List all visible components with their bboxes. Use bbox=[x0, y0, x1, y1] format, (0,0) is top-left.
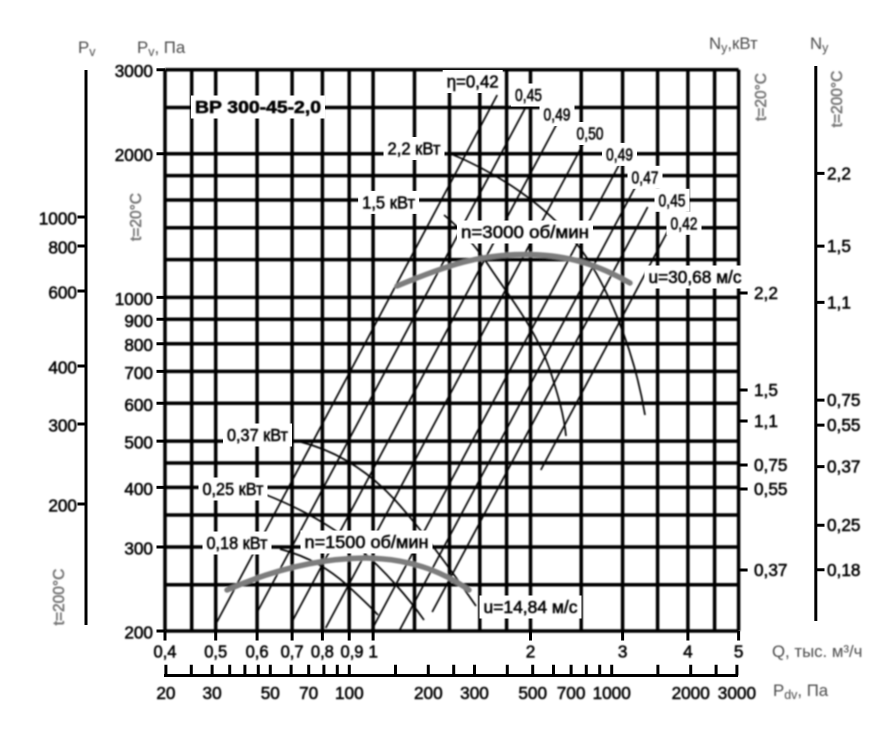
svg-text:2: 2 bbox=[526, 642, 536, 662]
svg-text:2000: 2000 bbox=[115, 145, 153, 165]
svg-text:0,55: 0,55 bbox=[754, 479, 787, 499]
svg-text:Ny,кВт: Ny,кВт bbox=[709, 34, 758, 55]
svg-text:700: 700 bbox=[124, 363, 153, 383]
svg-text:0,7: 0,7 bbox=[281, 642, 304, 662]
svg-text:0,6: 0,6 bbox=[246, 642, 269, 662]
svg-text:ВР 300-45-2,0: ВР 300-45-2,0 bbox=[195, 97, 321, 117]
svg-text:800: 800 bbox=[124, 335, 153, 355]
svg-text:0,75: 0,75 bbox=[827, 390, 860, 410]
svg-text:0,37 кВт: 0,37 кВт bbox=[227, 425, 288, 445]
svg-text:300: 300 bbox=[460, 683, 489, 703]
svg-text:500: 500 bbox=[124, 433, 153, 453]
svg-text:2,2: 2,2 bbox=[827, 163, 851, 183]
svg-text:300: 300 bbox=[48, 416, 77, 436]
svg-text:2,2: 2,2 bbox=[754, 283, 778, 303]
svg-text:2,2 кВт: 2,2 кВт bbox=[388, 139, 441, 159]
svg-text:500: 500 bbox=[518, 683, 547, 703]
svg-text:1,1: 1,1 bbox=[754, 411, 778, 431]
svg-text:0,37: 0,37 bbox=[754, 560, 787, 580]
svg-text:n=3000 об/мин: n=3000 об/мин bbox=[461, 222, 589, 242]
svg-text:3000: 3000 bbox=[718, 683, 756, 703]
svg-text:1,1: 1,1 bbox=[827, 292, 851, 312]
svg-text:0,45: 0,45 bbox=[659, 190, 686, 210]
svg-text:900: 900 bbox=[124, 311, 153, 331]
svg-text:0,5: 0,5 bbox=[204, 642, 227, 662]
svg-text:5: 5 bbox=[734, 642, 744, 662]
svg-text:30: 30 bbox=[203, 683, 222, 703]
svg-text:n=1500 об/мин: n=1500 об/мин bbox=[305, 532, 429, 552]
svg-text:700: 700 bbox=[557, 683, 586, 703]
svg-text:200: 200 bbox=[124, 623, 153, 643]
svg-text:20: 20 bbox=[156, 683, 175, 703]
svg-text:1,5: 1,5 bbox=[754, 380, 778, 400]
svg-text:0,75: 0,75 bbox=[754, 455, 787, 475]
svg-text:1,5 кВт: 1,5 кВт bbox=[362, 192, 415, 212]
svg-text:0,4: 0,4 bbox=[154, 642, 177, 662]
svg-text:0,25: 0,25 bbox=[827, 515, 860, 535]
svg-text:0,42: 0,42 bbox=[671, 213, 698, 233]
svg-text:3000: 3000 bbox=[115, 61, 153, 81]
svg-text:1,5: 1,5 bbox=[827, 236, 851, 256]
svg-text:0,9: 0,9 bbox=[341, 642, 364, 662]
svg-text:0,45: 0,45 bbox=[515, 85, 542, 105]
svg-text:0,18: 0,18 bbox=[827, 560, 860, 580]
svg-text:0,55: 0,55 bbox=[827, 415, 860, 435]
svg-text:0,49: 0,49 bbox=[606, 144, 633, 164]
svg-text:0,25 кВт: 0,25 кВт bbox=[203, 479, 264, 499]
svg-text:0,50: 0,50 bbox=[577, 124, 604, 144]
svg-text:2000: 2000 bbox=[672, 683, 710, 703]
svg-text:200: 200 bbox=[414, 683, 443, 703]
svg-text:t=200°C: t=200°C bbox=[51, 569, 68, 626]
svg-text:1: 1 bbox=[368, 642, 378, 662]
svg-text:u=14,84 м/с: u=14,84 м/с bbox=[484, 597, 578, 617]
svg-text:0,47: 0,47 bbox=[632, 167, 659, 187]
svg-text:1000: 1000 bbox=[39, 209, 77, 229]
svg-text:1000: 1000 bbox=[593, 683, 631, 703]
svg-text:3: 3 bbox=[618, 642, 628, 662]
svg-text:t=200°C: t=200°C bbox=[829, 71, 846, 128]
svg-text:Q, тыс. м³/ч: Q, тыс. м³/ч bbox=[772, 642, 862, 661]
svg-text:0,8: 0,8 bbox=[311, 642, 334, 662]
svg-text:100: 100 bbox=[335, 683, 364, 703]
svg-text:600: 600 bbox=[48, 283, 77, 303]
svg-text:Pv, Па: Pv, Па bbox=[137, 38, 186, 59]
svg-text:200: 200 bbox=[48, 496, 77, 516]
svg-text:t=20°C: t=20°C bbox=[128, 193, 145, 241]
svg-text:800: 800 bbox=[48, 238, 77, 258]
svg-text:Pdv, Па: Pdv, Па bbox=[773, 681, 829, 702]
svg-text:u=30,68 м/с: u=30,68 м/с bbox=[649, 267, 742, 287]
svg-text:600: 600 bbox=[124, 395, 153, 415]
svg-text:1000: 1000 bbox=[115, 289, 153, 309]
svg-text:70: 70 bbox=[299, 683, 318, 703]
svg-text:50: 50 bbox=[261, 683, 280, 703]
svg-text:0,18 кВт: 0,18 кВт bbox=[207, 533, 268, 553]
svg-text:0,49: 0,49 bbox=[544, 105, 571, 125]
svg-text:400: 400 bbox=[124, 479, 153, 499]
svg-text:300: 300 bbox=[124, 539, 153, 559]
svg-text:η=0,42: η=0,42 bbox=[447, 72, 499, 92]
svg-text:400: 400 bbox=[48, 358, 77, 378]
svg-text:0,37: 0,37 bbox=[827, 457, 860, 477]
svg-text:t=20°C: t=20°C bbox=[753, 73, 770, 121]
svg-text:4: 4 bbox=[683, 642, 693, 662]
